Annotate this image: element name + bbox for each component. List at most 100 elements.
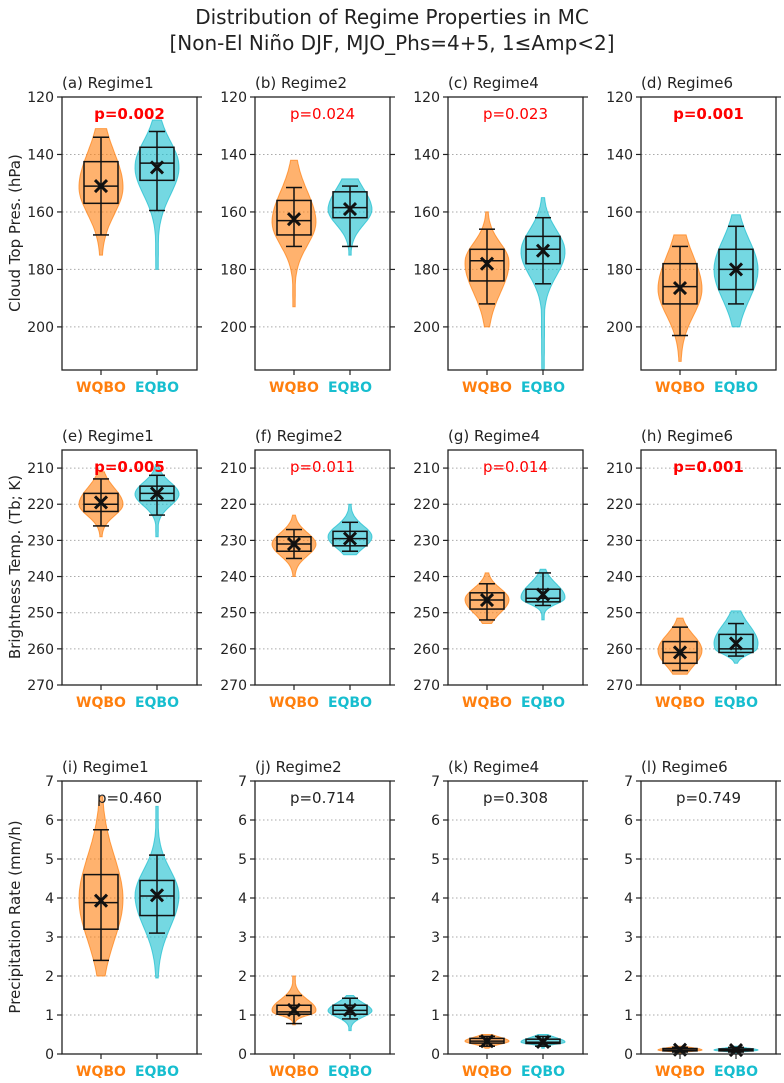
y-tick-label: 6 [45,813,54,829]
y-tick-label: 180 [220,262,247,278]
mean-marker [479,592,495,608]
axes-frame [640,96,777,371]
y-tick-label: 220 [27,497,54,513]
y-tick-label: 2 [624,969,633,985]
y-tick-label: 0 [238,1047,247,1063]
y-tick-label: 240 [220,570,247,586]
mean-marker [93,495,109,510]
y-tick-label: 5 [431,852,440,868]
mean-marker [286,1002,302,1017]
panel-title: (j) Regime2 [255,758,342,776]
y-tick-label: 7 [45,774,54,790]
y-tick-label: 140 [413,147,440,163]
y-tick-label: 3 [624,930,633,946]
mean-marker [728,636,744,651]
x-tick-label-wqbo: WQBO [269,1064,319,1079]
y-tick-label: 4 [45,891,54,907]
axes-frame [254,780,391,1055]
y-axis-label: Precipitation Rate (mm/h) [6,820,24,1013]
p-value-label: p=0.460 [97,789,162,807]
x-tick-label-eqbo: EQBO [135,695,179,711]
y-tick-label: 260 [413,642,440,658]
y-tick-label: 210 [413,461,440,477]
iqr-box [469,248,505,282]
x-tick-label-wqbo: WQBO [269,695,319,711]
iqr-box [276,199,312,236]
y-tick-label: 260 [220,642,247,658]
x-tick-label-eqbo: EQBO [521,1064,565,1079]
x-tick-label-eqbo: EQBO [714,1064,758,1079]
axes-frame [640,780,777,1055]
x-tick-label-eqbo: EQBO [135,380,179,396]
y-tick-label: 260 [27,642,54,658]
x-tick-label-wqbo: WQBO [655,1064,705,1079]
x-tick-label-wqbo: WQBO [655,695,705,711]
x-tick-label-eqbo: EQBO [328,695,372,711]
mean-marker [672,645,688,660]
y-tick-label: 240 [413,570,440,586]
mean-marker [149,160,165,175]
y-tick-label: 6 [624,813,633,829]
y-tick-label: 120 [413,90,440,106]
mean-marker [342,1002,358,1017]
y-tick-label: 240 [606,570,633,586]
y-tick-label: 3 [431,930,440,946]
x-tick-label-eqbo: EQBO [521,695,565,711]
y-tick-label: 7 [238,774,247,790]
y-tick-label: 160 [606,205,633,221]
y-tick-label: 3 [45,930,54,946]
y-tick-label: 210 [220,461,247,477]
x-tick-label-eqbo: EQBO [714,695,758,711]
y-tick-label: 220 [220,497,247,513]
y-tick-label: 0 [624,1047,633,1063]
y-tick-label: 260 [606,642,633,658]
panel-g: 210 220 230 240 250 260 270 WQBO EQBO (g) Regime4… [413,427,588,711]
mean-marker [728,262,744,277]
mean-marker [286,536,302,552]
axes-frame [447,449,584,686]
y-tick-label: 3 [238,930,247,946]
panel-e: 210 220 230 240 250 260 270 WQBO EQBO (e) Regime1… [27,427,202,711]
mean-marker [149,888,165,903]
y-tick-label: 4 [624,891,633,907]
x-tick-label-eqbo: EQBO [328,1064,372,1079]
y-tick-label: 250 [606,606,633,622]
x-tick-label-wqbo: WQBO [269,380,319,396]
x-tick-label-wqbo: WQBO [462,380,512,396]
mean-marker [342,202,358,217]
y-tick-label: 180 [27,262,54,278]
iqr-box [139,879,175,917]
y-tick-label: 270 [27,678,54,694]
y-tick-label: 200 [413,320,440,336]
y-tick-label: 160 [27,205,54,221]
panel-h: 210 220 230 240 250 260 270 WQBO EQBO (h) Regime6… [606,427,781,711]
y-tick-label: 270 [606,678,633,694]
y-tick-label: 250 [27,606,54,622]
p-value-label: p=0.749 [676,789,741,807]
panel-k: 0 1 2 3 4 5 6 7 WQBO EQBO (k) Regime4 p=0.308 [431,758,588,1080]
y-tick-label: 160 [220,205,247,221]
y-axis-label: Brightness Temp. (Tb; K) [6,475,24,659]
x-tick-label-eqbo: EQBO [328,380,372,396]
iqr-box [662,262,698,305]
p-value-label: p=0.024 [290,105,355,123]
y-tick-label: 200 [220,320,247,336]
x-tick-label-wqbo: WQBO [462,1064,512,1079]
y-tick-label: 0 [431,1047,440,1063]
panel-title: (k) Regime4 [448,758,539,776]
y-tick-label: 7 [624,774,633,790]
mean-marker [342,531,358,546]
p-value-label: p=0.002 [94,105,165,123]
y-tick-label: 230 [413,533,440,549]
y-tick-label: 4 [238,891,247,907]
iqr-box [83,492,119,513]
y-axis-label: Cloud Top Pres. (hPa) [6,154,24,312]
panel-b: 120 140 160 180 200 WQBO EQBO (b) Regime2 p=0.02… [220,74,395,396]
y-tick-label: 1 [45,1008,54,1024]
y-tick-label: 230 [606,533,633,549]
y-tick-label: 180 [413,262,440,278]
y-tick-label: 220 [413,497,440,513]
iqr-box [276,1004,312,1015]
x-tick-label-eqbo: EQBO [135,1064,179,1079]
y-tick-label: 1 [624,1008,633,1024]
